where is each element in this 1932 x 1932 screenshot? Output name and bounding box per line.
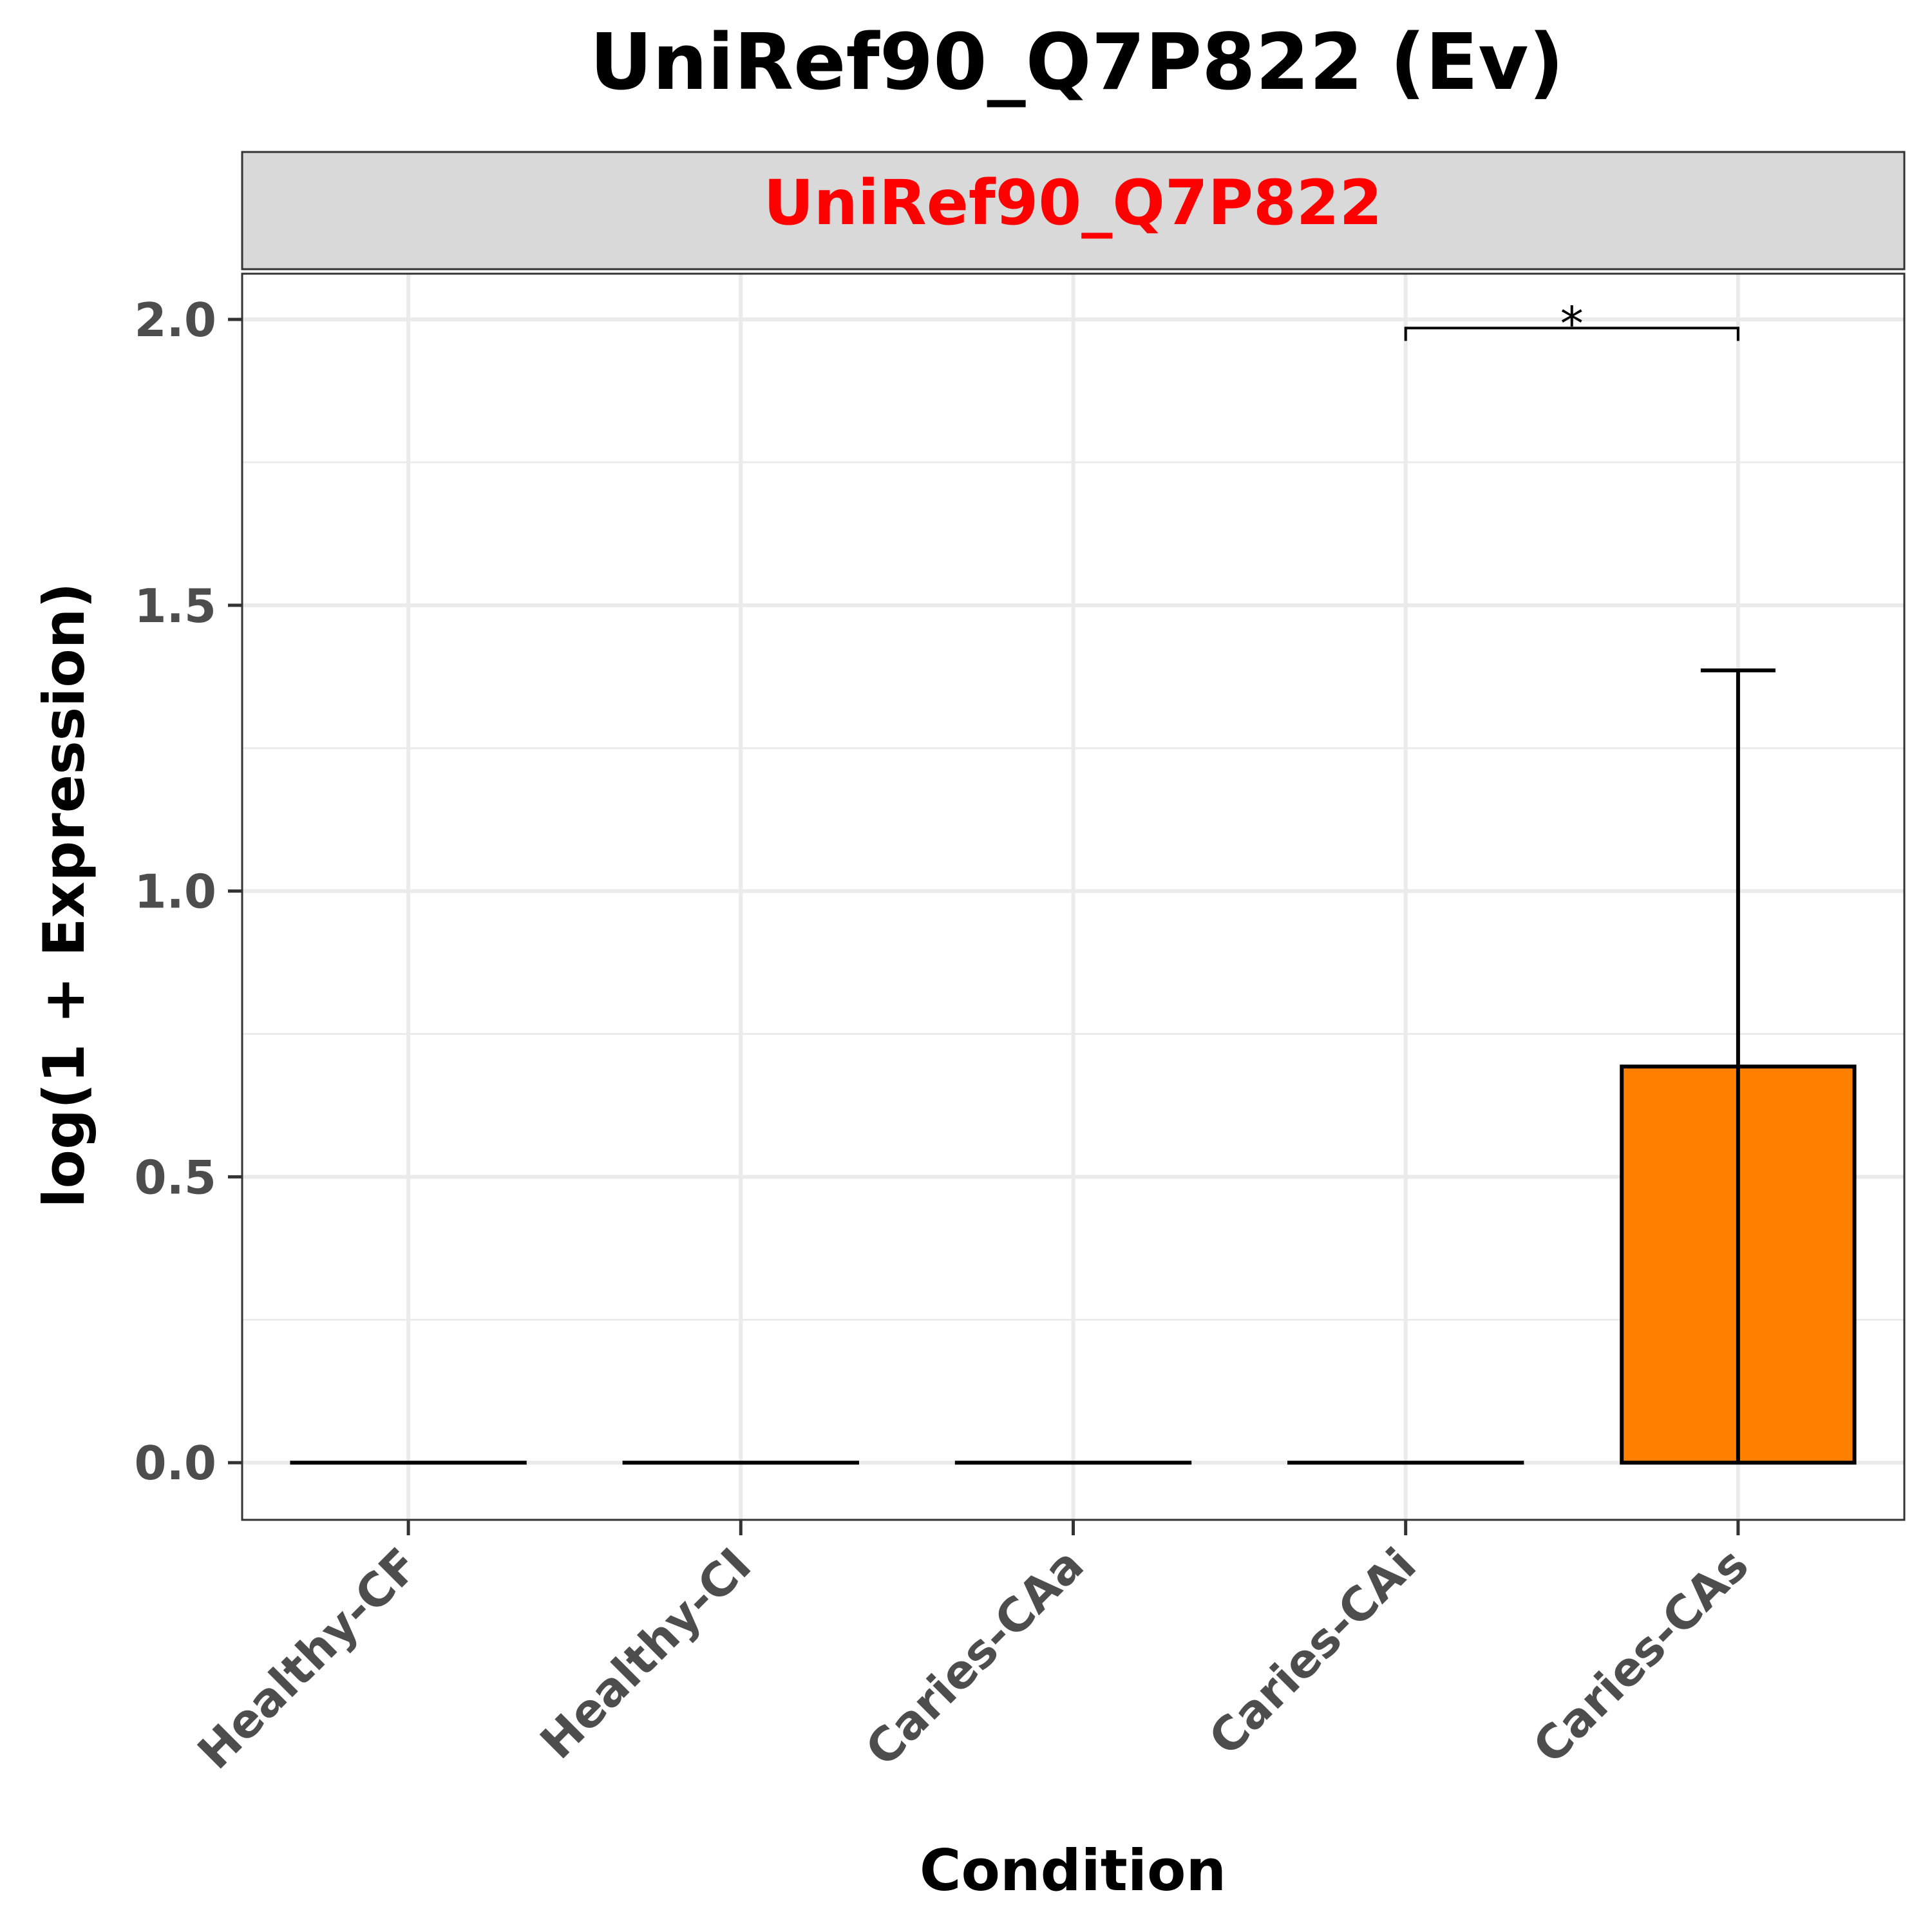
- bars: [290, 668, 1857, 1465]
- y-tick-label: 0.5: [134, 1150, 216, 1204]
- x-tick-label: Caries-CAa: [855, 1538, 1094, 1777]
- y-tick-label: 1.5: [134, 579, 216, 633]
- x-tick-label: Healthy-CF: [187, 1538, 429, 1779]
- facet-strip: UniRef90_Q7P822: [241, 151, 1906, 270]
- x-axis-title: Condition: [920, 1837, 1226, 1904]
- facet-strip-background: [241, 151, 1906, 270]
- y-axis: 0.0 0.5 1.0 1.5 2.0: [134, 293, 242, 1490]
- y-tick-label: 2.0: [134, 293, 216, 347]
- x-tick-label: Caries-CAi: [1198, 1538, 1426, 1766]
- significance-annotations: *: [1404, 296, 1739, 350]
- x-tick-label: Healthy-CI: [530, 1538, 762, 1770]
- significance-bracket: [1404, 327, 1739, 341]
- y-axis-title: log(1 + Expression): [31, 582, 97, 1208]
- x-axis: Healthy-CF Healthy-CI Caries-CAa Caries-CAi…: [187, 1520, 1759, 1779]
- facet-label: UniRef90_Q7P822: [764, 167, 1383, 239]
- significance-label: *: [1560, 296, 1584, 350]
- chart-title: UniRef90_Q7P822 (Ev): [590, 18, 1564, 108]
- x-tick-label: Caries-CAs: [1522, 1538, 1759, 1774]
- y-tick-label: 0.0: [134, 1436, 216, 1490]
- y-tick-label: 1.0: [134, 865, 216, 919]
